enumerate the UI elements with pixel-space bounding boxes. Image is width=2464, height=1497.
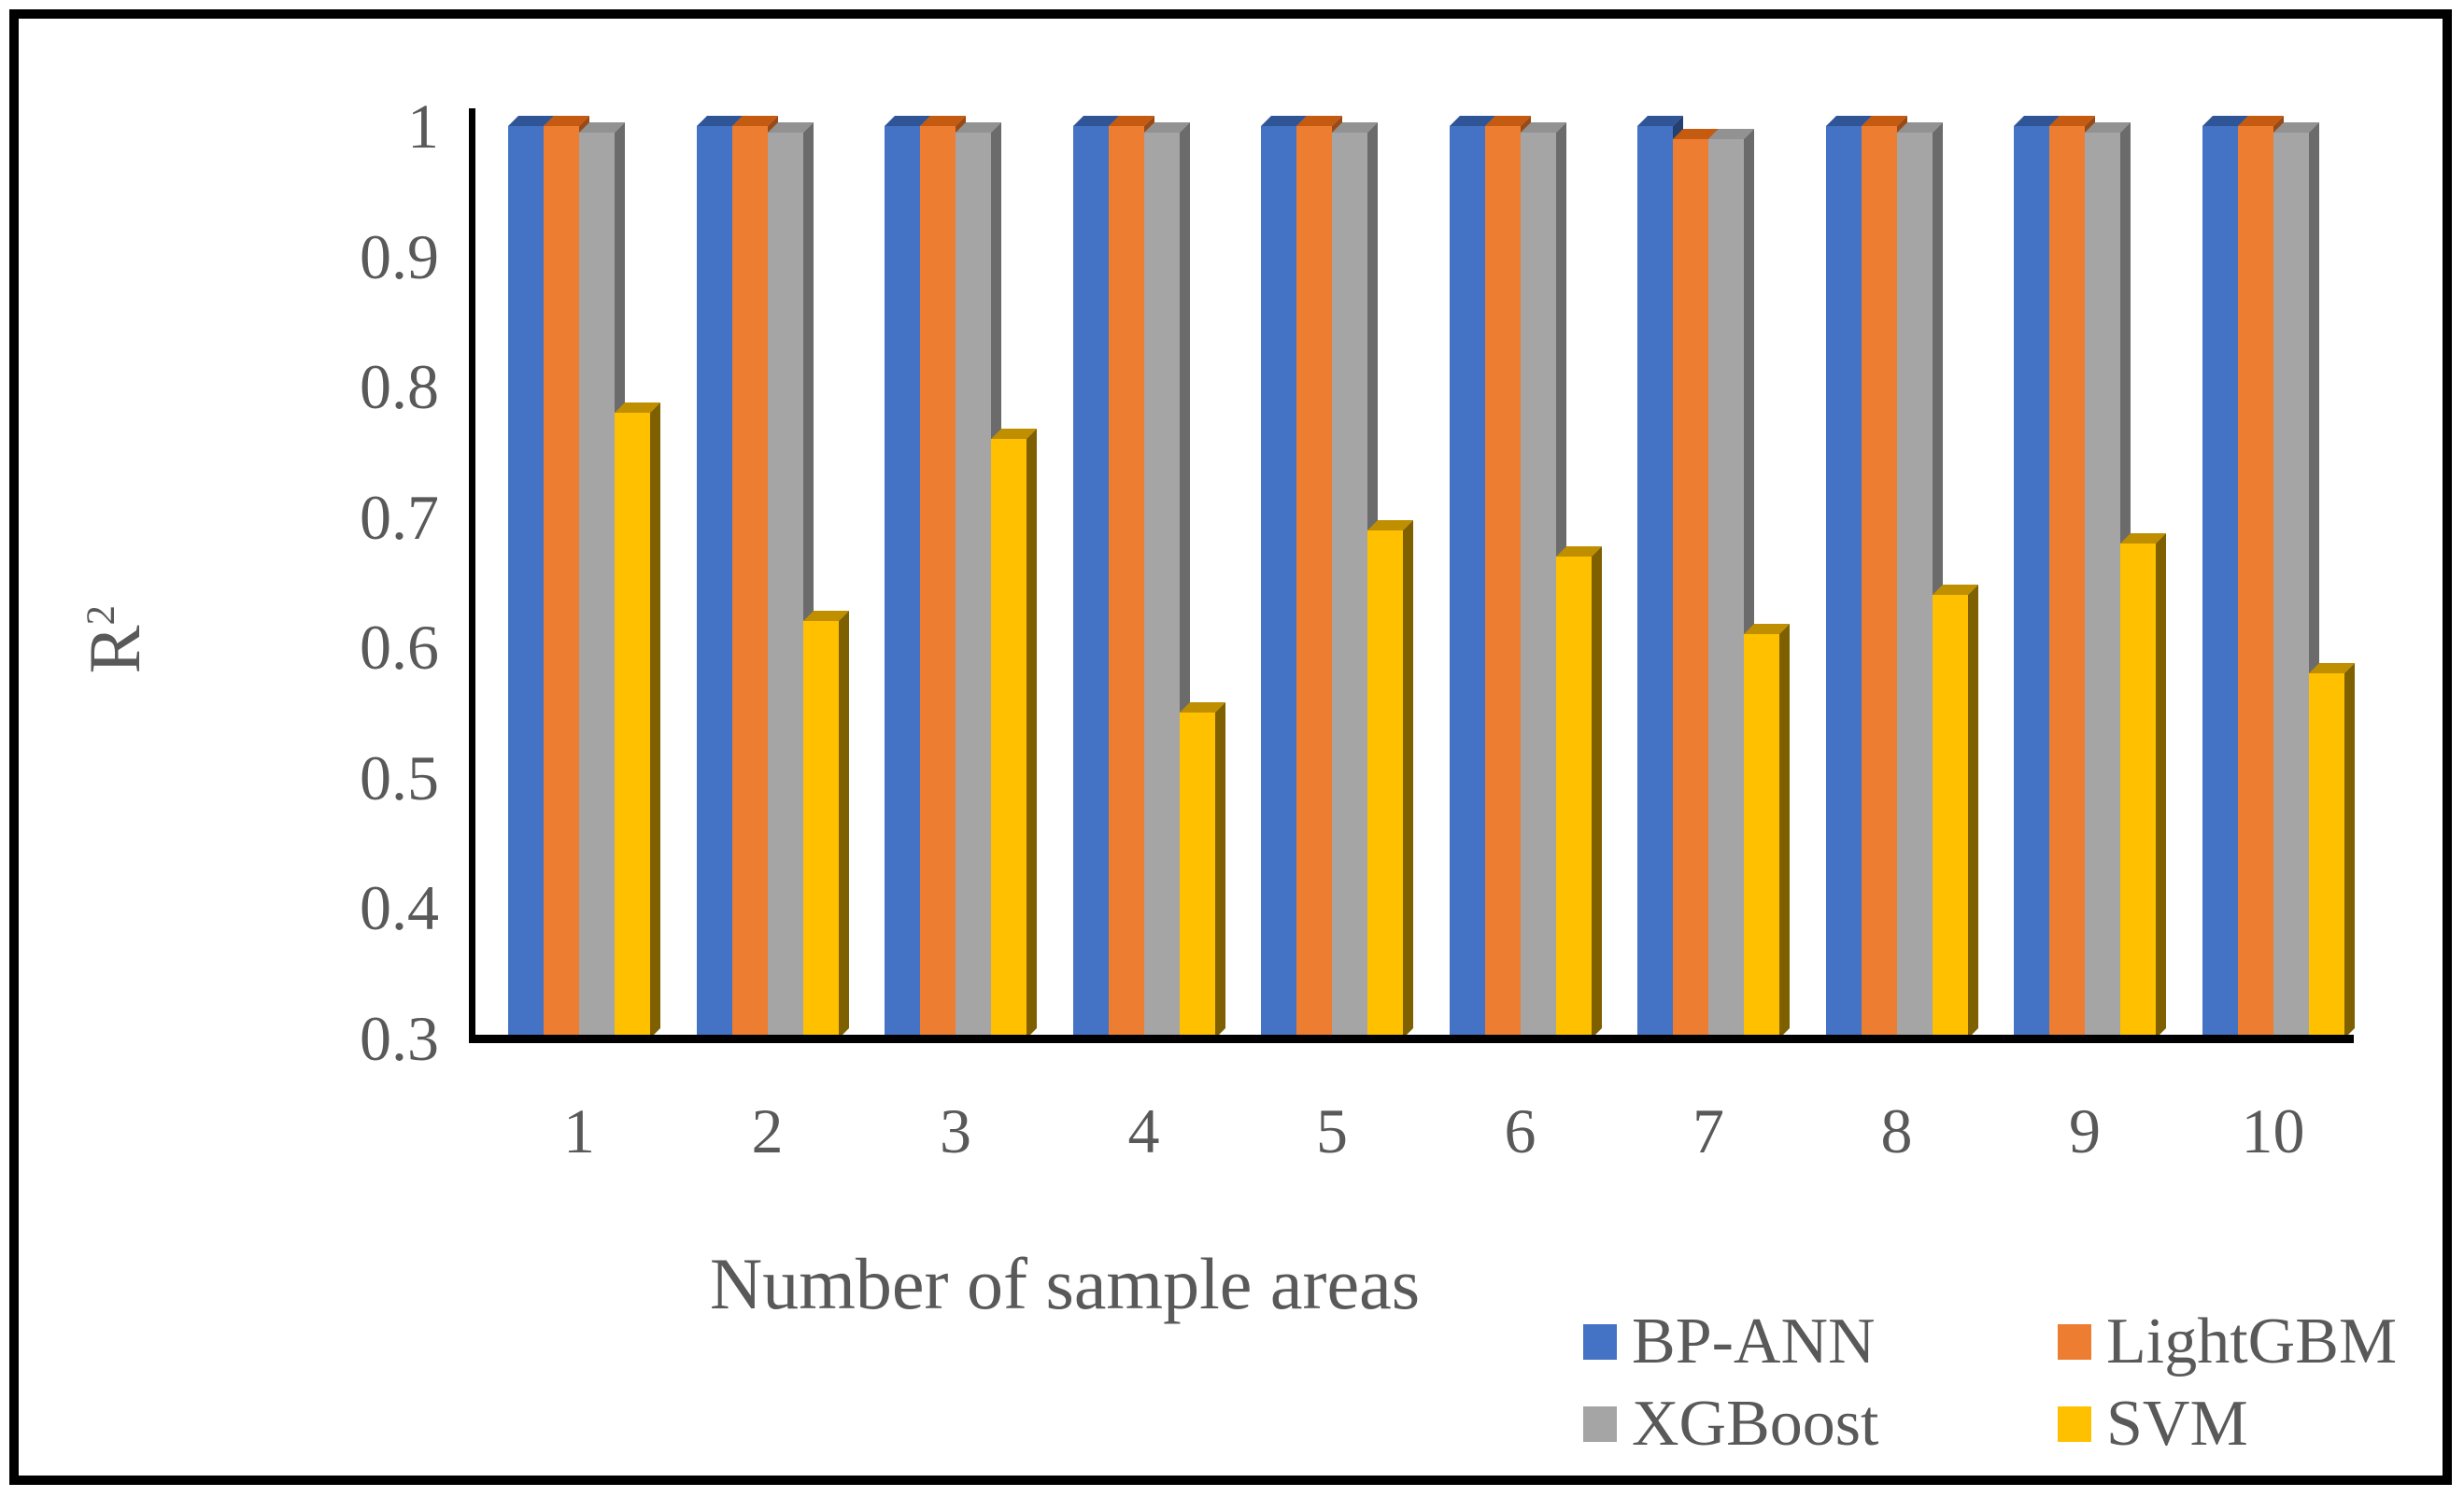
bar-svm-10 — [2308, 673, 2344, 1038]
bar-bp-ann-5 — [1261, 126, 1296, 1038]
y-tick-label-0-7: 0.7 — [360, 481, 439, 553]
bar-xgboost-7 — [1708, 139, 1744, 1038]
bar-xgboost-8 — [1896, 133, 1933, 1038]
y-tick-label-0-4: 0.4 — [360, 872, 439, 944]
bar-svm-7 — [1744, 634, 1779, 1038]
bar-bp-ann-3 — [885, 126, 920, 1038]
bar-bp-ann-4 — [1072, 126, 1109, 1038]
x-axis-title: Number of sample areas — [709, 1243, 1421, 1324]
bar-svm-3 — [991, 439, 1027, 1038]
x-tick-label-9: 9 — [2069, 1095, 2101, 1166]
bar-lightgbm-2 — [731, 126, 768, 1038]
legend-item-xgboost: XGBoost — [1583, 1388, 1878, 1460]
bar-group-9 — [2014, 126, 2166, 1038]
bar-svm-1 — [615, 413, 650, 1038]
legend-swatch-xgboost — [1583, 1406, 1617, 1442]
legend-item-bp-ann: BP-ANN — [1583, 1306, 1876, 1377]
bar-bp-ann-8 — [1825, 126, 1862, 1038]
bar-bp-ann-9 — [2014, 126, 2049, 1038]
bar-lightgbm-6 — [1484, 126, 1521, 1038]
bar-svm-2 — [802, 621, 839, 1038]
bar-lightgbm-7 — [1673, 139, 1708, 1038]
bar-xgboost-1 — [579, 133, 615, 1038]
legend-item-lightgbm: LightGBM — [2058, 1306, 2397, 1377]
bar-xgboost-5 — [1332, 133, 1367, 1038]
bar-svm-9 — [2120, 544, 2156, 1038]
bar-lightgbm-8 — [1861, 126, 1897, 1038]
bar-group-8 — [1825, 126, 1978, 1038]
legend-swatch-lightgbm — [2058, 1324, 2091, 1360]
bar-xgboost-3 — [956, 133, 991, 1038]
bar-lightgbm-9 — [2049, 126, 2085, 1038]
x-tick-label-7: 7 — [1692, 1095, 1724, 1166]
legend-label-lightgbm: LightGBM — [2106, 1306, 2398, 1377]
plot-area — [475, 126, 2354, 1038]
legend-swatch-svm — [2058, 1406, 2091, 1442]
legend-label-xgboost: XGBoost — [1632, 1388, 1879, 1460]
x-tick-label-10: 10 — [2241, 1095, 2305, 1166]
bar-svm-4 — [1179, 713, 1215, 1038]
x-tick-label-3: 3 — [940, 1095, 971, 1166]
y-tick-label-0-8: 0.8 — [360, 351, 439, 423]
bar-xgboost-2 — [767, 133, 803, 1038]
y-tick-label-0-3: 0.3 — [360, 1003, 439, 1074]
bar-xgboost-9 — [2085, 133, 2120, 1038]
y-tick-label-0-6: 0.6 — [360, 612, 439, 684]
bar-group-2 — [696, 126, 849, 1038]
y-tick-label-0-9: 0.9 — [360, 220, 439, 292]
legend-label-bp-ann: BP-ANN — [1632, 1306, 1876, 1377]
bar-lightgbm-10 — [2237, 126, 2273, 1038]
bar-bp-ann-6 — [1449, 126, 1485, 1038]
bar-xgboost-4 — [1143, 133, 1180, 1038]
x-tick-label-2: 2 — [751, 1095, 784, 1166]
bar-svm-8 — [1932, 595, 1968, 1038]
bar-bp-ann-2 — [696, 126, 732, 1038]
y-axis-title-exponent: 2 — [79, 604, 123, 626]
bar-group-7 — [1637, 126, 1790, 1038]
y-tick-label-0-5: 0.5 — [360, 741, 439, 813]
bar-group-4 — [1072, 126, 1225, 1038]
bar-group-6 — [1449, 126, 1602, 1038]
x-tick-label-6: 6 — [1504, 1095, 1536, 1166]
x-axis-line — [469, 1035, 2354, 1043]
bar-group-1 — [508, 126, 660, 1038]
bar-lightgbm-3 — [920, 126, 956, 1038]
y-axis-line — [469, 108, 475, 1042]
bar-group-3 — [885, 126, 1037, 1038]
legend-item-svm: SVM — [2058, 1388, 2248, 1460]
x-tick-label-5: 5 — [1316, 1095, 1348, 1166]
x-tick-label-8: 8 — [1880, 1095, 1913, 1166]
bar-svm-5 — [1367, 530, 1403, 1038]
bar-lightgbm-4 — [1108, 126, 1144, 1038]
legend-swatch-bp-ann — [1583, 1324, 1617, 1360]
bar-lightgbm-1 — [544, 126, 579, 1038]
bar-bp-ann-10 — [2202, 126, 2238, 1038]
x-tick-label-4: 4 — [1127, 1095, 1160, 1166]
bar-group-10 — [2202, 126, 2355, 1038]
bar-bp-ann-1 — [508, 126, 544, 1038]
bar-bp-ann-7 — [1637, 126, 1673, 1038]
bar-group-5 — [1261, 126, 1413, 1038]
bar-svm-6 — [1555, 557, 1592, 1038]
bar-xgboost-10 — [2273, 133, 2309, 1038]
x-tick-label-1: 1 — [563, 1095, 595, 1166]
y-tick-label-1: 1 — [407, 91, 439, 162]
bar-xgboost-6 — [1520, 133, 1556, 1038]
legend-label-svm: SVM — [2106, 1388, 2248, 1460]
bar-lightgbm-5 — [1296, 126, 1332, 1038]
